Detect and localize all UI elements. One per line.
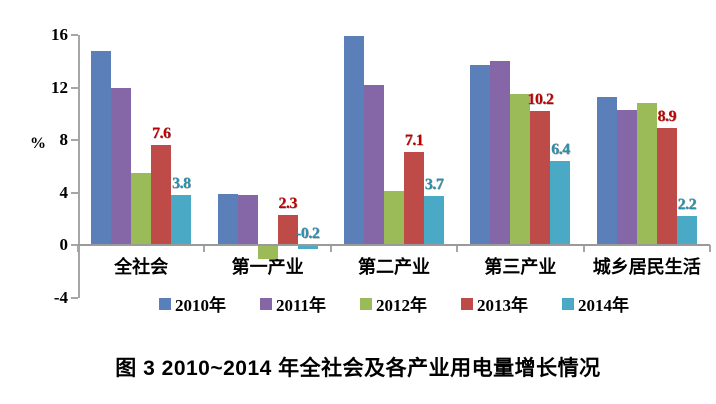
bar-s2-c0 — [131, 172, 152, 245]
bar-s4-c0 — [171, 195, 192, 245]
x-axis-label: 第三产业 — [484, 257, 557, 277]
bar-s0-c3 — [470, 65, 491, 245]
y-axis-tick-label: -4 — [53, 287, 68, 307]
figure-caption: 图 3 2010~2014 年全社会及各产业用电量增长情况 — [115, 357, 601, 380]
bar-s0-c4 — [596, 96, 617, 245]
x-axis-tick — [77, 245, 79, 252]
bar-value-label: 6.4 — [551, 141, 570, 158]
legend-label: 2010年 — [174, 296, 226, 315]
legend-swatch-icon — [158, 297, 171, 310]
bar-value-label: 2.3 — [278, 194, 297, 212]
legend-swatch-icon — [461, 297, 474, 310]
bar-s2-c3 — [510, 94, 531, 245]
y-axis-tick — [71, 191, 78, 194]
legend: 2010年 2011年 2012年 2013年 2014年 — [78, 291, 710, 316]
y-axis-tick-label: 12 — [51, 77, 68, 97]
y-axis-tick-label: 0 — [59, 235, 69, 254]
legend-label: 2011年 — [275, 296, 327, 315]
y-axis-tick — [71, 86, 78, 89]
bar-value-label: -0.2 — [295, 225, 320, 242]
bar-s4-c3 — [550, 161, 571, 245]
legend-swatch-icon — [360, 297, 373, 310]
bar-value-label: 3.8 — [171, 175, 191, 193]
x-axis-tick — [329, 245, 332, 252]
y-axis-tick-label: 16 — [51, 25, 68, 44]
bar-s2-c4 — [636, 103, 657, 245]
x-axis-label: 第二产业 — [357, 257, 430, 277]
bar-value-label: 10.2 — [527, 91, 554, 109]
x-axis-label: 第一产业 — [231, 257, 304, 277]
legend-label: 2014年 — [578, 296, 630, 315]
bar-s1-c2 — [364, 84, 384, 245]
legend-label: 2013年 — [477, 296, 529, 315]
bar-value-label: 7.1 — [404, 131, 424, 149]
legend-swatch-icon — [259, 297, 272, 310]
x-axis-tick — [709, 245, 711, 252]
legend-item: 2012年 — [360, 291, 427, 316]
bar-s0-c1 — [217, 193, 238, 245]
legend-item: 2011年 — [259, 291, 327, 316]
bar-s3-c1 — [277, 214, 298, 245]
bar-s1-c4 — [616, 109, 637, 245]
bar-s1-c0 — [111, 87, 132, 245]
bar-s4-c2 — [424, 196, 444, 245]
bar-s3-c2 — [404, 151, 424, 245]
bar-s1-c1 — [237, 195, 258, 245]
bar-value-label: 8.9 — [657, 108, 677, 126]
legend-item: 2010年 — [158, 291, 226, 316]
x-axis-tick — [203, 245, 206, 252]
y-axis-tick — [71, 34, 78, 36]
legend-item: 2014年 — [562, 291, 629, 316]
bar-s0-c0 — [91, 50, 112, 245]
x-axis-line — [78, 244, 710, 246]
x-axis-label: 城乡居民生活 — [592, 257, 701, 277]
bar-s2-c1 — [257, 246, 278, 260]
x-axis-tick — [582, 245, 585, 252]
bar-s1-c3 — [490, 61, 511, 245]
bar-s3-c3 — [530, 111, 551, 245]
bar-value-label: 2.2 — [677, 196, 697, 214]
y-axis-title: % — [30, 135, 46, 152]
x-axis-label: 全社会 — [114, 257, 169, 277]
bar-value-label: 3.7 — [424, 176, 444, 194]
y-axis-tick — [71, 296, 78, 299]
bar-value-label: 7.6 — [151, 125, 171, 143]
y-axis-tick — [71, 244, 78, 246]
bar-s3-c4 — [656, 128, 677, 245]
legend-item: 2013年 — [461, 291, 528, 316]
bar-s4-c1 — [297, 246, 318, 249]
y-axis-line — [78, 35, 80, 298]
legend-label: 2012年 — [376, 296, 428, 315]
bar-s4-c4 — [676, 216, 697, 245]
y-axis-tick-label: 4 — [59, 182, 69, 202]
bar-s2-c2 — [384, 191, 404, 245]
y-axis-tick — [71, 139, 78, 141]
x-axis-tick — [456, 245, 459, 252]
legend-swatch-icon — [562, 297, 575, 310]
y-axis-tick-label: 8 — [59, 130, 69, 149]
bar-s0-c2 — [344, 36, 364, 245]
bar-s3-c0 — [151, 145, 172, 245]
